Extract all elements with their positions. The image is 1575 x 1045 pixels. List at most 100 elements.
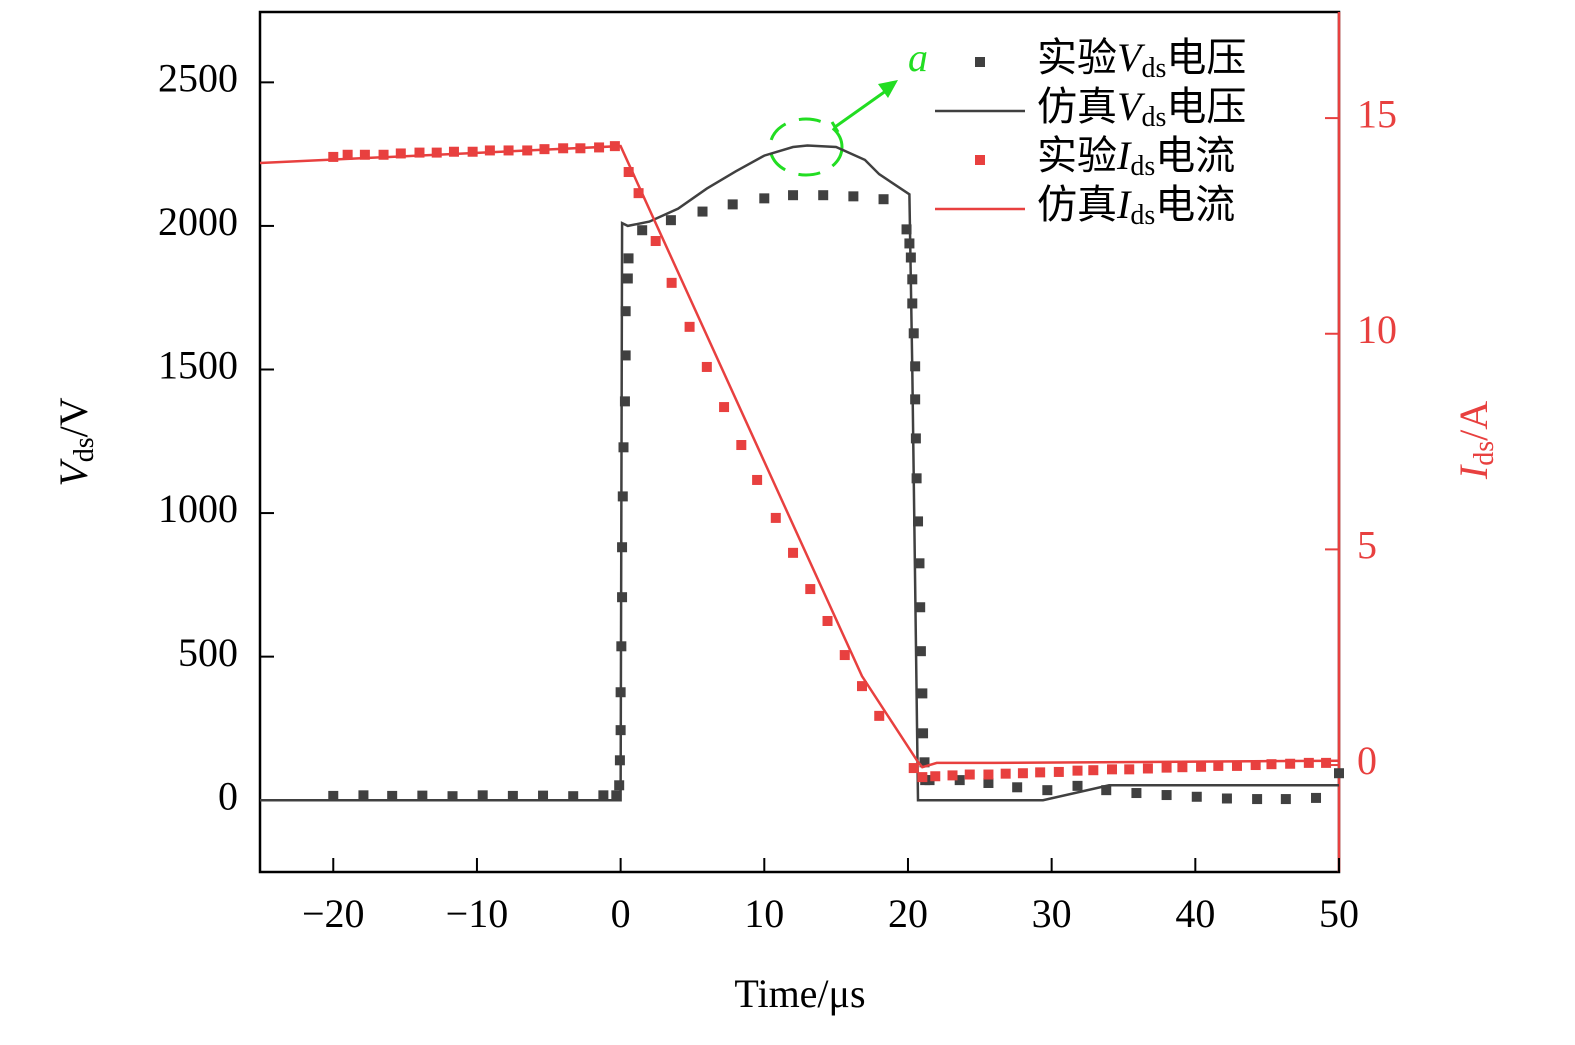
data-point	[910, 394, 921, 405]
data-point	[907, 274, 918, 285]
data-point	[924, 775, 935, 786]
data-point	[1106, 764, 1117, 775]
data-point	[684, 321, 695, 332]
legend-label: 仿真Ids​电流	[1037, 182, 1235, 231]
data-point	[983, 769, 994, 780]
data-point	[839, 650, 850, 661]
legend-marker	[975, 155, 985, 165]
data-point	[328, 151, 339, 162]
data-point	[752, 474, 763, 485]
x-tick-label: 20	[888, 891, 928, 936]
data-point	[759, 193, 770, 204]
data-point	[447, 791, 458, 802]
data-point	[954, 775, 965, 786]
y2-axis-label: Ids​/A	[1451, 401, 1500, 480]
legend-marker	[975, 57, 985, 67]
data-point	[1088, 765, 1099, 776]
data-point	[359, 149, 370, 160]
data-point	[1177, 762, 1188, 773]
y2-tick-label: 15	[1357, 91, 1397, 136]
x-tick-label: 50	[1319, 891, 1359, 936]
data-point	[650, 236, 661, 247]
data-point	[1017, 768, 1028, 779]
data-point	[617, 491, 628, 502]
data-point	[328, 790, 339, 801]
data-point	[719, 402, 730, 413]
series-line	[259, 144, 1340, 769]
data-point	[1053, 766, 1064, 777]
x-tick-label: 40	[1175, 891, 1215, 936]
data-point	[1161, 762, 1172, 773]
data-point	[467, 146, 478, 157]
data-point	[1321, 757, 1332, 768]
data-point	[915, 602, 926, 613]
data-point	[1266, 759, 1277, 770]
data-point	[611, 790, 622, 801]
data-point	[727, 199, 738, 210]
data-point	[1250, 760, 1261, 771]
data-point	[805, 584, 816, 595]
data-point	[622, 273, 633, 284]
data-point	[914, 558, 925, 569]
data-point	[964, 769, 975, 780]
series-line	[260, 144, 1339, 802]
data-point	[598, 790, 609, 801]
x-tick-label: 10	[744, 891, 784, 936]
data-point	[697, 206, 708, 217]
arrow-head	[878, 80, 898, 98]
data-point	[874, 710, 885, 721]
data-point	[1213, 760, 1224, 771]
data-point	[908, 763, 919, 774]
data-point	[538, 790, 549, 801]
data-point	[1285, 758, 1296, 769]
data-point	[1072, 780, 1083, 791]
data-point	[1231, 760, 1242, 771]
data-point	[947, 770, 958, 781]
data-point	[911, 473, 922, 484]
y-tick-label: 500	[178, 630, 238, 675]
x-axis-label: Time/μs	[734, 971, 865, 1016]
data-point	[387, 790, 398, 801]
data-point	[919, 757, 930, 768]
data-point	[414, 147, 425, 158]
data-point	[614, 780, 625, 791]
data-point	[1000, 768, 1011, 779]
data-point	[448, 146, 459, 157]
data-point	[1252, 794, 1263, 805]
data-point	[358, 790, 369, 801]
data-point	[431, 147, 442, 158]
x-tick-label: 0	[611, 891, 631, 936]
data-point	[983, 777, 994, 788]
data-point	[917, 772, 928, 783]
data-point	[1012, 782, 1023, 793]
data-point	[736, 440, 747, 451]
highlight-ellipse	[768, 117, 844, 177]
data-point	[417, 790, 428, 801]
data-point	[1131, 788, 1142, 799]
y-axis-label: Vds​/V	[51, 397, 100, 486]
y2-tick-label: 5	[1357, 523, 1377, 568]
y-tick-label: 2000	[158, 199, 238, 244]
data-point	[1161, 790, 1172, 801]
x-tick-label: −10	[446, 891, 509, 936]
y-tick-label: 1500	[158, 343, 238, 388]
legend-label: 实验Vds​电压	[1037, 35, 1246, 84]
data-point	[665, 215, 676, 226]
y-tick-label: 0	[218, 773, 238, 818]
x-tick-label: 30	[1032, 891, 1072, 936]
y2-tick-label: 0	[1357, 738, 1377, 783]
data-point	[930, 771, 941, 782]
data-point	[507, 790, 518, 801]
data-point	[788, 190, 799, 201]
y2-tick-label: 10	[1357, 307, 1397, 352]
annotation-arrow	[830, 86, 891, 133]
data-point	[918, 728, 929, 739]
data-point	[1035, 767, 1046, 778]
data-point	[395, 148, 406, 159]
y-tick-label: 1000	[158, 486, 238, 531]
data-point	[908, 328, 919, 339]
data-point	[1142, 763, 1153, 774]
data-point	[1042, 785, 1053, 796]
data-point	[623, 253, 634, 264]
